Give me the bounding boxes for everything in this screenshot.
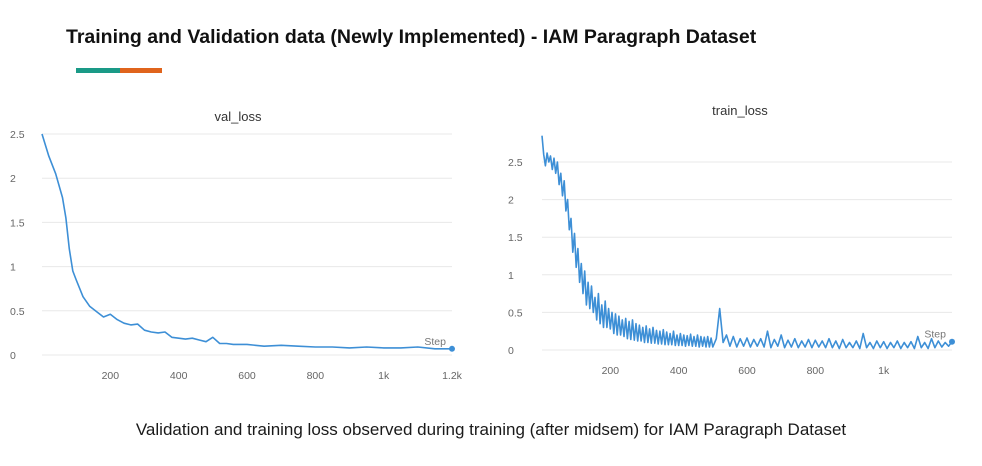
val-loss-chart: val_loss 0 0.5 1 1.5 2 2.5 200 400 600 800 1k 1.2k St… [10,109,463,382]
chart-title: train_loss [712,103,768,118]
x-tick-label: 400 [170,370,188,382]
y-tick-label: 2 [508,195,514,207]
x-tick-label: 1k [878,365,890,377]
y-tick-label: 1 [10,262,16,274]
accent-bar-teal [76,68,120,73]
loss-line [41,133,452,350]
y-tick-label: 1.5 [508,232,523,244]
y-tick-label: 2.5 [508,157,523,169]
x-tick-label: 200 [102,370,120,382]
step-label: Step [924,329,946,341]
accent-bar-orange [120,68,162,73]
x-tick-label: 800 [307,370,325,382]
y-tick-label: 1.5 [10,217,25,229]
y-tick-label: 0.5 [10,306,25,318]
step-label: Step [424,336,446,348]
x-tick-label: 400 [670,365,688,377]
x-tick-label: 800 [807,365,825,377]
train-loss-chart: train_loss 0 0.5 1 1.5 2 2.5 200 400 600 800 1k Step [508,103,955,377]
y-tick-label: 1 [508,270,514,282]
x-tick-label: 200 [602,365,620,377]
y-tick-label: 0.5 [508,307,523,319]
series-end-point [449,345,455,352]
x-tick-label: 1k [378,370,390,382]
figure-caption: Validation and training loss observed du… [135,420,847,439]
x-tick-label: 1.2k [442,370,463,382]
series-end-point [949,338,955,345]
y-tick-label: 2.5 [10,129,25,141]
y-tick-label: 2 [10,173,16,185]
slide-title: Training and Validation data (Newly Impl… [66,26,757,48]
y-tick-label: 0 [508,345,514,357]
x-tick-label: 600 [738,365,756,377]
x-tick-label: 600 [238,370,256,382]
chart-title: val_loss [215,109,262,124]
y-tick-label: 0 [10,350,16,362]
loss-line [541,135,953,350]
